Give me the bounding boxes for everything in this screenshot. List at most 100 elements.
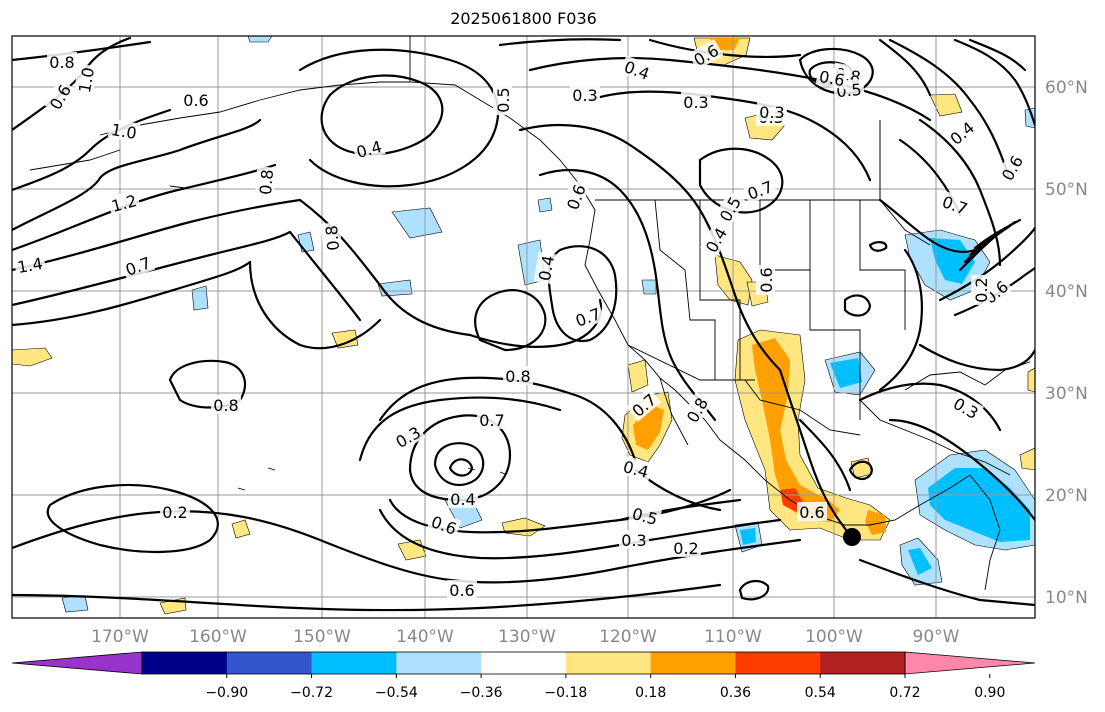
contour-line <box>518 123 782 372</box>
contour-line <box>378 508 782 560</box>
svg-text:1.0: 1.0 <box>75 66 98 94</box>
colorbar-tick-label: −0.90 <box>205 685 248 701</box>
latitude-label: 50°N <box>1045 180 1088 200</box>
contour-label: 0.5 <box>493 85 513 115</box>
svg-text:0.5: 0.5 <box>494 87 513 112</box>
colorbar-segment <box>481 652 567 674</box>
longitude-label: 130°W <box>498 627 556 647</box>
shade-positive <box>633 405 664 450</box>
colorbar-segment <box>650 652 736 674</box>
colorbar-tick-label: −0.36 <box>460 685 503 701</box>
contour-label: 0.6 <box>797 502 827 522</box>
contour-line <box>888 418 1035 522</box>
colorbar-segment <box>226 652 313 674</box>
longitude-label: 170°W <box>91 627 149 647</box>
contour-line <box>973 218 1022 250</box>
contour-label: 0.3 <box>619 530 649 550</box>
longitude-label: 140°W <box>396 627 454 647</box>
coastline <box>969 474 1001 591</box>
border <box>627 344 755 381</box>
svg-text:0.8: 0.8 <box>256 169 277 196</box>
contour-label: 0.6 <box>756 265 776 295</box>
svg-text:0.2: 0.2 <box>162 503 187 522</box>
colorbar <box>11 651 1036 675</box>
shade-negative <box>641 279 657 295</box>
contour-label: 1.0 <box>107 118 141 143</box>
contour-line <box>12 583 722 612</box>
svg-text:1.0: 1.0 <box>110 120 138 143</box>
longitude-label: 120°W <box>599 627 657 647</box>
latitude-label: 40°N <box>1045 282 1088 302</box>
contour-label: 0.3 <box>681 92 711 112</box>
map-frame <box>11 35 1036 619</box>
colorbar-tick-label: −0.72 <box>290 685 333 701</box>
shade-negative <box>740 528 756 545</box>
colorbar-outline <box>141 651 906 675</box>
contour-line <box>498 38 802 58</box>
colorbar-tick-label: 0.90 <box>974 685 1005 701</box>
contour-line <box>848 460 874 481</box>
colorbar-segment <box>396 652 482 674</box>
svg-text:0.6: 0.6 <box>799 503 824 522</box>
svg-text:0.6: 0.6 <box>818 67 846 90</box>
contour-line <box>46 483 219 554</box>
contour-line <box>320 74 444 156</box>
contour-line <box>538 168 717 422</box>
shade-negative <box>61 595 89 613</box>
contour-line <box>168 359 247 409</box>
svg-text:0.2: 0.2 <box>673 539 698 558</box>
svg-text:0.3: 0.3 <box>759 103 784 122</box>
contour-line <box>953 38 1035 127</box>
contour-line <box>528 56 932 122</box>
contour-line <box>888 38 1012 182</box>
svg-text:0.6: 0.6 <box>449 581 474 600</box>
contour-label: 0.2 <box>971 275 991 305</box>
contour-line <box>738 580 770 601</box>
svg-text:0.8: 0.8 <box>322 224 343 251</box>
shade-negative <box>537 197 553 213</box>
contour-label: 0.2 <box>671 538 701 558</box>
shade-negative <box>191 285 209 311</box>
latitude-label: 20°N <box>1045 486 1088 506</box>
colorbar-segment <box>565 652 652 674</box>
contour-line <box>798 47 874 95</box>
contour-line <box>12 198 302 272</box>
shade-positive <box>12 347 53 367</box>
contour-label: 0.4 <box>944 115 980 150</box>
coastline <box>169 185 186 189</box>
contour-layer <box>12 36 1035 612</box>
longitude-labels: 170°W 160°W 150°W 140°W 130°W 120°W 110°W 100°W… <box>91 627 960 647</box>
contour-line <box>878 248 923 392</box>
contour-label: 1.4 <box>13 252 47 277</box>
contour-label: 0.2 <box>160 502 190 522</box>
longitude-label: 150°W <box>293 627 351 647</box>
contour-line <box>448 458 474 477</box>
shade-positive <box>929 93 963 117</box>
colorbar-tick-label: −0.54 <box>375 685 418 701</box>
latitude-label: 30°N <box>1045 384 1088 404</box>
contour-label: 0.3 <box>570 85 600 105</box>
latitude-labels: 60°N 50°N 40°N 30°N 20°N 10°N <box>1045 78 1088 608</box>
contour-line <box>12 163 277 252</box>
contour-label: 0.8 <box>320 222 343 254</box>
colorbar-tick-label: 0.18 <box>635 685 666 701</box>
svg-text:0.8: 0.8 <box>49 53 74 72</box>
colorbar-tick-label: 0.72 <box>889 685 920 701</box>
contour-line <box>878 38 932 97</box>
shade-positive <box>231 519 251 539</box>
contour-line <box>968 38 1027 72</box>
svg-text:0.8: 0.8 <box>505 367 530 386</box>
contour-label: 0.6 <box>447 580 477 600</box>
coastline <box>99 81 410 136</box>
map-title: 2025061800 F036 <box>450 9 597 28</box>
colorbar-segment <box>142 652 228 674</box>
svg-text:0.4: 0.4 <box>450 490 475 509</box>
contour-label: 0.8 <box>503 366 533 386</box>
svg-text:0.7: 0.7 <box>479 411 504 430</box>
contour-label: 0.3 <box>757 102 787 122</box>
svg-text:0.4: 0.4 <box>535 254 558 282</box>
svg-text:0.6: 0.6 <box>757 267 776 292</box>
contour-line <box>858 558 1035 607</box>
storm-center-marker <box>843 528 861 546</box>
colorbar-segment <box>735 652 821 674</box>
